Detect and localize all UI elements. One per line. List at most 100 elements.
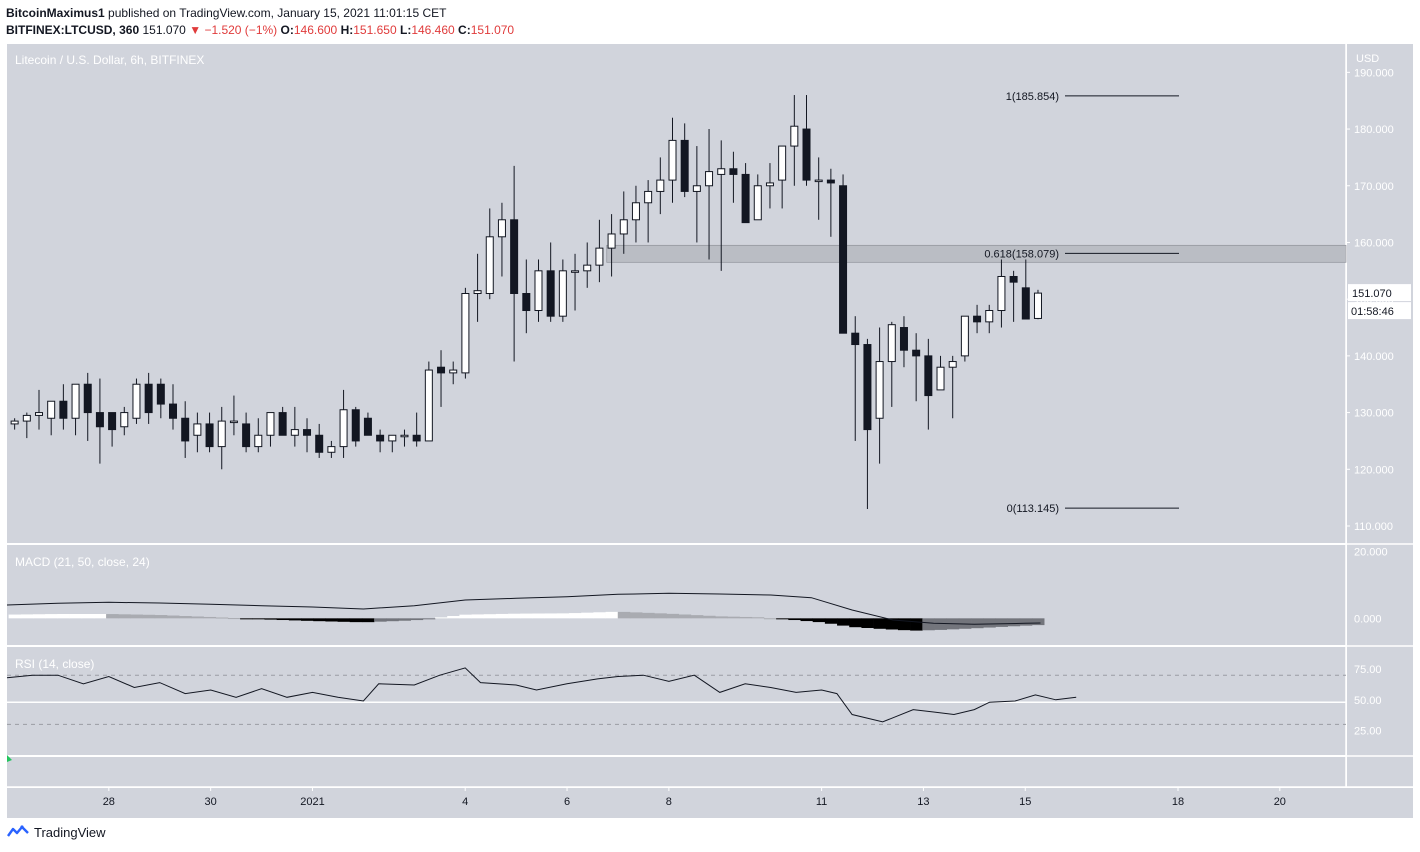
macd-bar xyxy=(154,615,168,619)
tradingview-logo-icon xyxy=(7,825,29,837)
candle-body xyxy=(327,446,336,453)
candle xyxy=(303,418,312,453)
candle-body xyxy=(497,219,506,238)
macd-bar xyxy=(252,618,265,620)
time-tick-label: 18 xyxy=(1172,796,1184,808)
candle xyxy=(473,253,482,322)
candle xyxy=(753,174,762,221)
time-tick-label: 15 xyxy=(1019,796,1031,808)
candle xyxy=(741,163,750,224)
price-tick-label: 160.000 xyxy=(1354,237,1394,249)
candle-body xyxy=(899,327,908,351)
candle-body xyxy=(680,139,689,192)
candle-body xyxy=(242,423,251,448)
macd-bar xyxy=(93,614,107,619)
candle-body xyxy=(668,139,677,181)
symbol-label: BITFINEX:LTCUSD, 360 xyxy=(6,23,140,37)
close-value: 151.070 xyxy=(470,23,515,37)
macd-bar xyxy=(325,618,338,622)
macd-bar xyxy=(471,614,485,619)
candle-body xyxy=(973,315,982,323)
candle-body xyxy=(303,429,312,436)
brand-name: TradingView xyxy=(34,824,106,840)
candle-body xyxy=(558,270,567,317)
macd-bar xyxy=(81,614,95,619)
candle-body xyxy=(156,383,165,405)
candle-body xyxy=(205,423,214,448)
fib-level-label: 0(113.145) xyxy=(1007,503,1059,515)
time-tick-label: 28 xyxy=(103,796,115,808)
footer-brand[interactable]: TradingView xyxy=(6,824,106,840)
author-name[interactable]: BitcoinMaximus1 xyxy=(6,6,105,20)
macd-bar xyxy=(386,618,399,622)
candles-group xyxy=(10,95,1042,509)
candle xyxy=(826,168,835,237)
candle xyxy=(973,304,982,334)
ohlc-line: BITFINEX:LTCUSD, 360 151.070 ▼ −1.520 (−… xyxy=(6,23,514,37)
candle-body xyxy=(437,366,446,374)
candle xyxy=(912,333,921,402)
macd-bar xyxy=(629,612,643,619)
price-pane xyxy=(7,44,1346,543)
macd-bar xyxy=(361,618,375,623)
resistance-zone xyxy=(606,244,1347,263)
candle xyxy=(376,429,385,453)
candle xyxy=(327,440,336,458)
candle-body xyxy=(887,324,896,363)
candle xyxy=(144,372,153,424)
rsi-label: RSI (14, close) xyxy=(15,657,94,671)
candle xyxy=(571,253,580,311)
candle xyxy=(83,372,92,441)
candle xyxy=(924,338,933,430)
candle xyxy=(887,321,896,407)
candle-body xyxy=(863,344,872,431)
candle xyxy=(936,355,945,391)
candle-body xyxy=(948,361,957,368)
candle xyxy=(449,361,458,385)
candle xyxy=(120,406,129,436)
low-label: L: xyxy=(399,23,412,37)
macd-bar xyxy=(995,618,1008,627)
candle xyxy=(400,429,409,447)
candle-body xyxy=(619,219,628,235)
macd-line xyxy=(6,592,1041,625)
price-axis xyxy=(1347,44,1413,787)
rsi-line xyxy=(6,667,1077,723)
candle-body xyxy=(778,145,787,181)
macd-bar xyxy=(435,617,448,619)
candle xyxy=(156,378,165,419)
macd-bar xyxy=(191,616,204,619)
candle-body xyxy=(802,128,811,181)
macd-bar xyxy=(374,618,387,622)
macd-bar xyxy=(508,613,521,619)
candle xyxy=(510,165,519,362)
macd-bar xyxy=(739,616,753,619)
macd-bar xyxy=(106,614,119,619)
candle-body xyxy=(997,275,1006,312)
macd-tick-label: 0.000 xyxy=(1354,613,1382,625)
high-label: H: xyxy=(340,23,354,37)
macd-bar xyxy=(849,618,862,628)
macd-bar xyxy=(690,615,704,619)
candle-body xyxy=(631,202,640,221)
macd-bar xyxy=(69,614,83,619)
candle-body xyxy=(363,417,372,436)
macd-bar xyxy=(837,618,850,626)
macd-pane xyxy=(7,545,1346,645)
candle xyxy=(668,117,677,203)
change-arrow-icon: ▼ xyxy=(189,23,202,37)
macd-bar xyxy=(337,618,351,622)
candle xyxy=(254,418,263,453)
macd-bar xyxy=(958,618,972,629)
candle xyxy=(875,327,884,464)
candle xyxy=(522,259,531,334)
candle xyxy=(461,287,470,379)
macd-bar xyxy=(666,613,679,619)
candle-body xyxy=(229,420,238,424)
candle xyxy=(278,406,287,436)
candle-body xyxy=(936,366,945,391)
candle xyxy=(193,412,202,453)
price-tick-label: 120.000 xyxy=(1354,464,1394,476)
candle-body xyxy=(47,400,56,419)
